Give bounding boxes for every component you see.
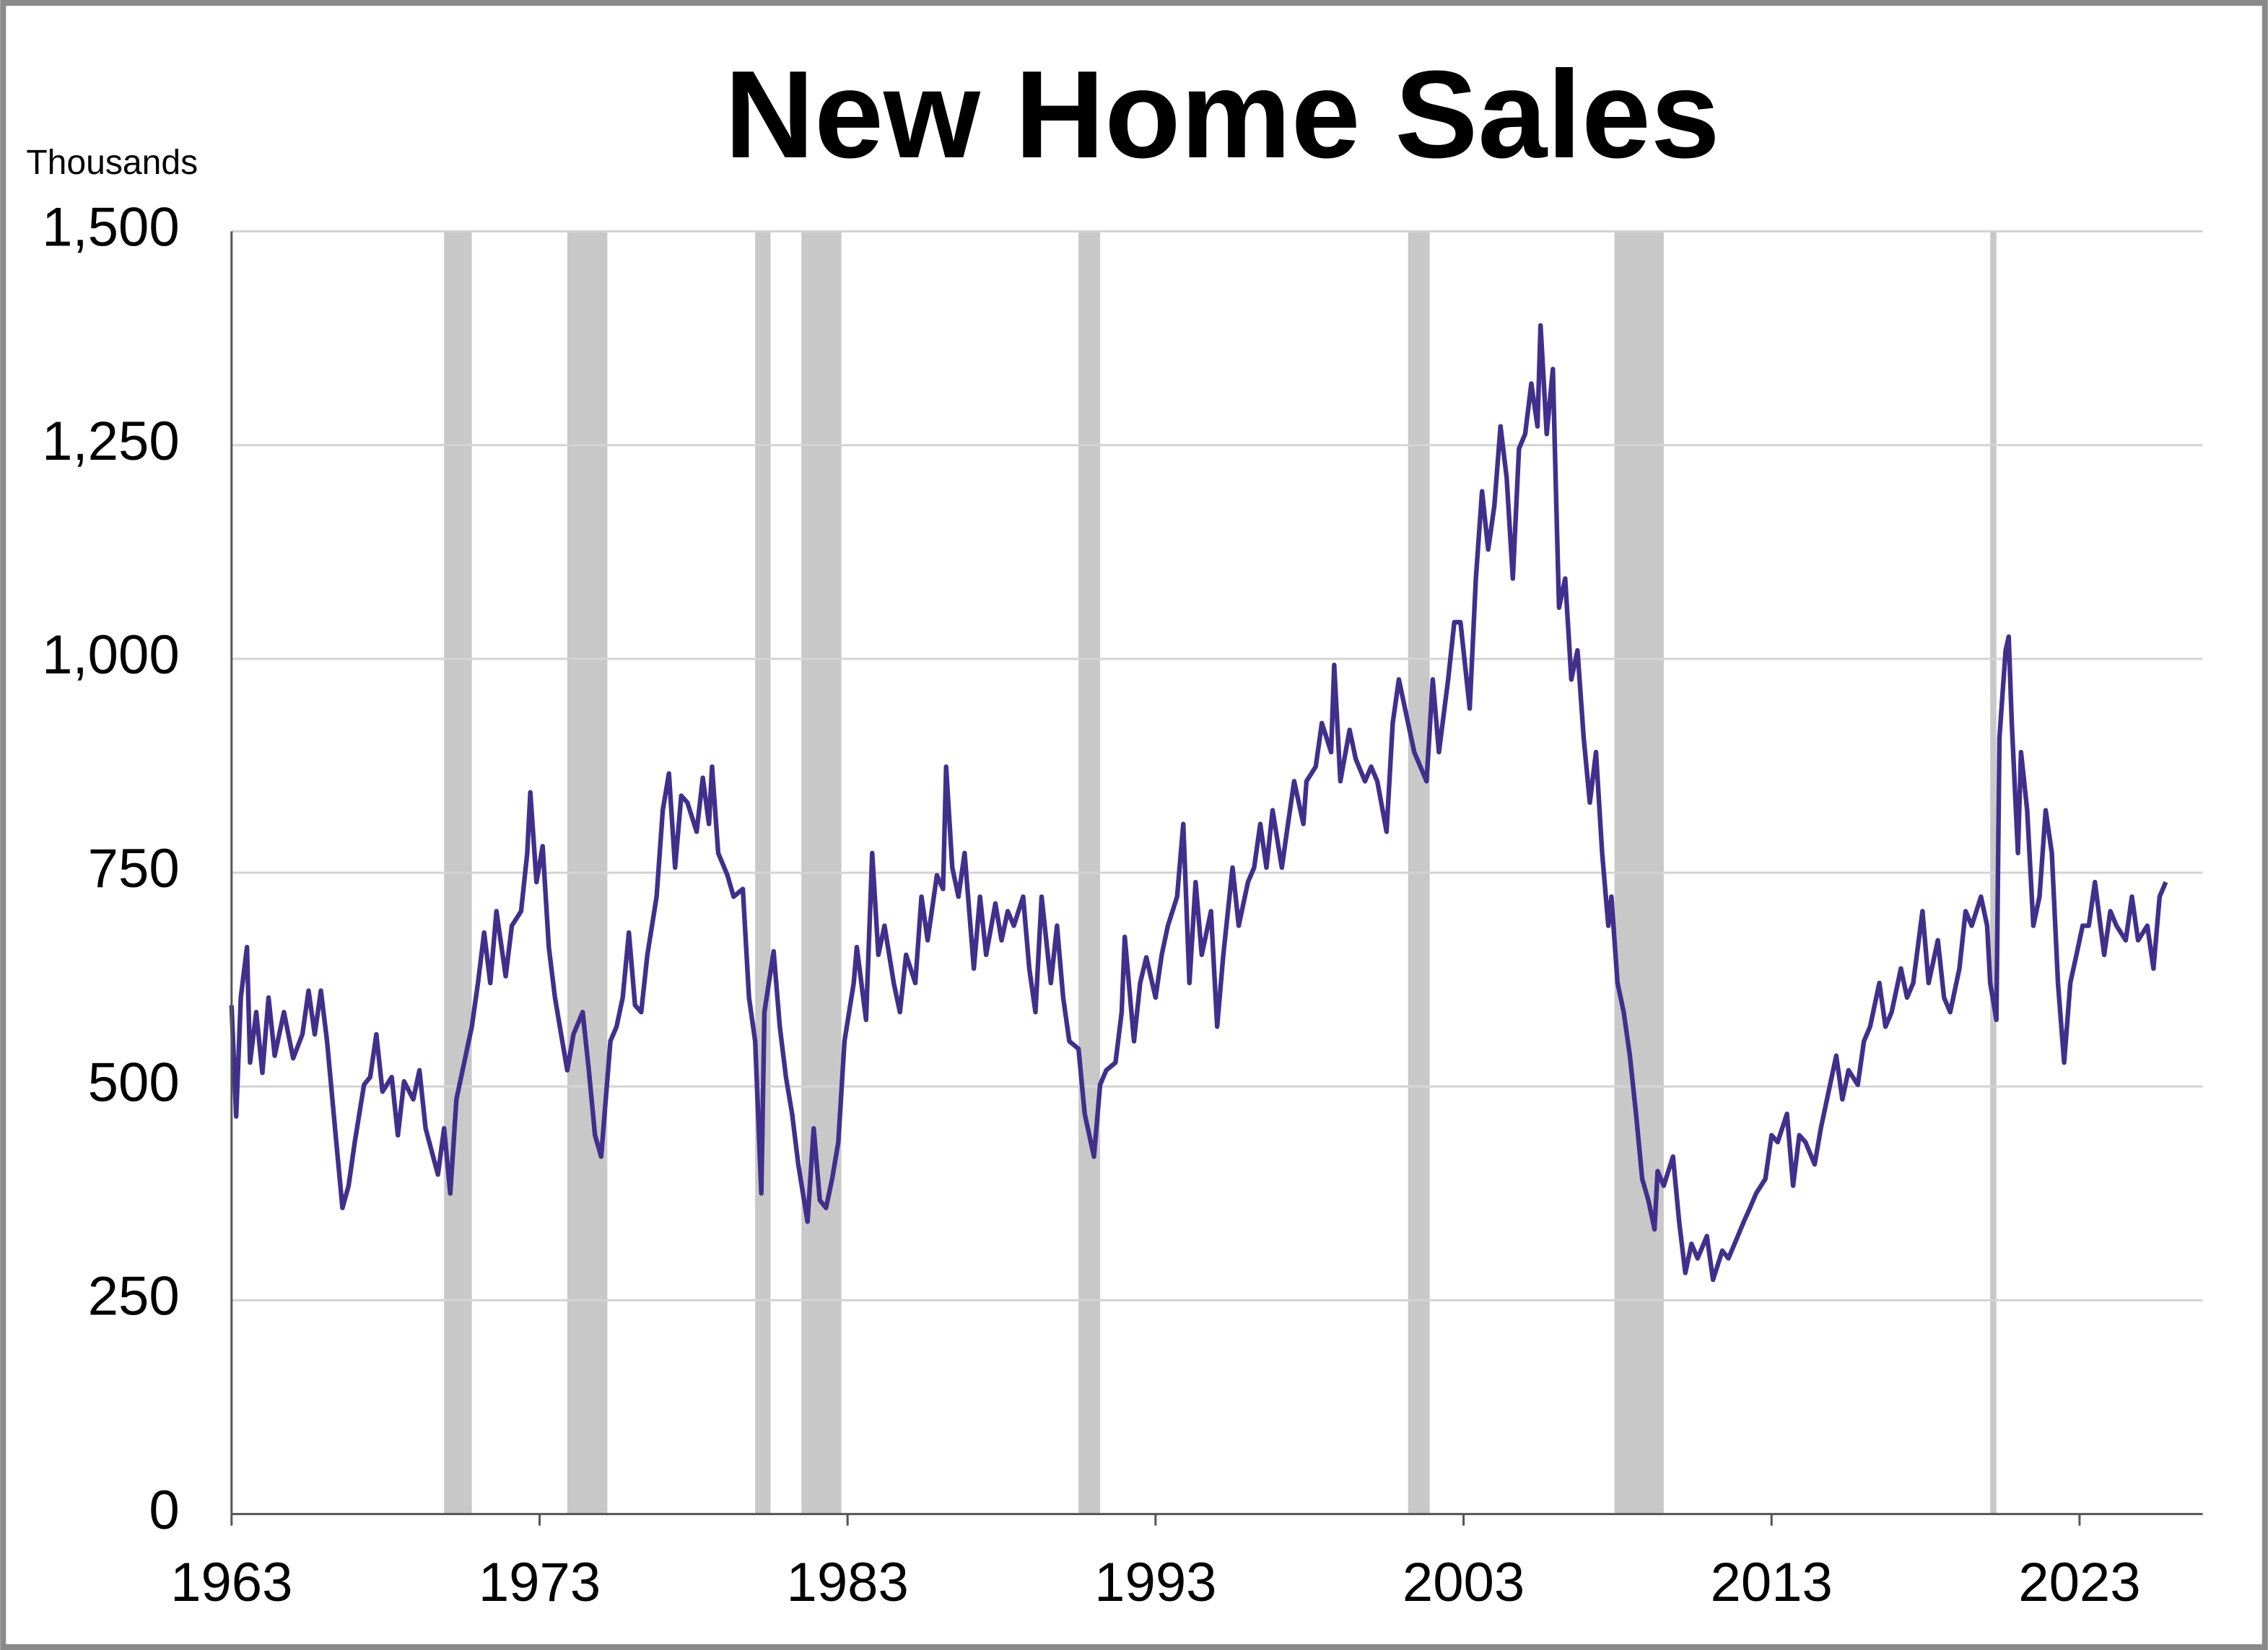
x-tick-label: 1963	[170, 1552, 292, 1613]
y-tick-label: 750	[88, 838, 180, 899]
x-tick-label: 1973	[479, 1552, 601, 1613]
x-tick-label: 2013	[1711, 1552, 1833, 1613]
data-line	[229, 323, 2168, 1283]
x-tick-label: 1983	[787, 1552, 909, 1613]
y-tick-label: 1,000	[42, 624, 179, 686]
chart-title: New Home Sales	[725, 45, 1720, 184]
y-tick-label: 0	[149, 1480, 179, 1541]
y-tick-label: 250	[88, 1266, 180, 1327]
y-tick-label: 1,250	[42, 411, 179, 472]
x-tick-label: 2003	[1403, 1552, 1525, 1613]
y-tick-label: 1,500	[42, 197, 179, 258]
y-axis-label: Thousands	[26, 143, 198, 182]
y-tick-label: 500	[88, 1052, 180, 1113]
x-tick-label: 1993	[1094, 1552, 1216, 1613]
x-tick-label: 2023	[2018, 1552, 2140, 1613]
